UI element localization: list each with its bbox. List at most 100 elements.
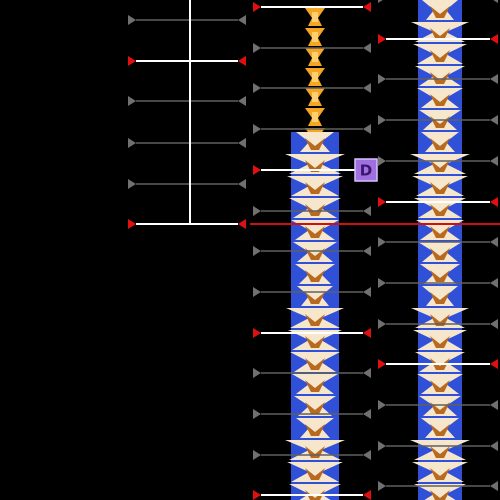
blob bbox=[290, 352, 340, 372]
blob-shade bbox=[430, 72, 450, 84]
blob bbox=[421, 132, 459, 152]
arrow-left bbox=[128, 138, 136, 148]
arrow-left bbox=[128, 179, 136, 189]
blob-shade bbox=[430, 182, 450, 194]
track-layer bbox=[128, 0, 500, 500]
blob-shade bbox=[305, 402, 325, 414]
blob-shade bbox=[430, 138, 450, 150]
blob bbox=[295, 264, 335, 284]
arrow-left bbox=[253, 368, 261, 378]
arrow-right bbox=[490, 278, 498, 288]
arrow-left bbox=[378, 0, 383, 3]
blob-shade bbox=[305, 226, 325, 238]
blob-shade bbox=[305, 380, 325, 392]
blob-shade bbox=[430, 358, 450, 370]
arrow-left bbox=[378, 319, 386, 329]
blob bbox=[410, 154, 470, 174]
blob-shade bbox=[305, 204, 325, 216]
arrow-left bbox=[253, 165, 261, 175]
blob-shade bbox=[430, 490, 450, 500]
arrow-right bbox=[363, 2, 371, 12]
arrow-left bbox=[378, 237, 386, 247]
blob-shade bbox=[305, 336, 325, 348]
blob bbox=[411, 22, 469, 42]
arrow-left bbox=[253, 409, 261, 419]
blob-shade bbox=[430, 468, 450, 480]
blob bbox=[415, 352, 465, 372]
blob-shade bbox=[430, 204, 450, 216]
blob bbox=[297, 286, 333, 306]
blob bbox=[287, 176, 343, 196]
blob bbox=[413, 44, 467, 64]
arrow-right bbox=[363, 83, 371, 93]
arrow-right bbox=[490, 237, 498, 247]
blob bbox=[417, 88, 463, 108]
arrow-left bbox=[253, 490, 261, 500]
marker-box bbox=[354, 158, 378, 182]
arrow-left bbox=[378, 156, 386, 166]
arrow-right bbox=[490, 400, 498, 410]
marker-label: D bbox=[360, 162, 372, 180]
blob bbox=[412, 176, 468, 196]
flame-core bbox=[312, 92, 318, 102]
blob-shade bbox=[305, 468, 325, 480]
arrow-left bbox=[253, 124, 261, 134]
blob-shade bbox=[305, 270, 325, 282]
arrow-right bbox=[493, 0, 498, 3]
arrow-right bbox=[238, 138, 246, 148]
blob bbox=[410, 440, 470, 460]
blob-shade bbox=[305, 490, 325, 500]
blob bbox=[289, 484, 341, 500]
arrow-right bbox=[238, 96, 246, 106]
arrow-right bbox=[490, 359, 498, 369]
arrow-right bbox=[238, 219, 246, 229]
blob bbox=[296, 132, 334, 152]
arrow-right bbox=[490, 74, 498, 84]
blob-shade bbox=[430, 292, 450, 304]
arrow-left bbox=[253, 287, 261, 297]
blob-shade bbox=[305, 182, 325, 194]
blob-shade bbox=[430, 160, 450, 172]
arrow-right bbox=[490, 34, 498, 44]
arrow-right bbox=[363, 206, 371, 216]
blob bbox=[294, 396, 336, 416]
arrow-left bbox=[378, 400, 386, 410]
blob bbox=[296, 418, 334, 438]
arrow-left bbox=[128, 219, 136, 229]
arrow-right bbox=[238, 179, 246, 189]
marker: D bbox=[354, 158, 378, 182]
blob bbox=[417, 374, 463, 394]
arrow-left bbox=[253, 2, 261, 12]
arrow-left bbox=[378, 74, 386, 84]
arrow-left bbox=[128, 96, 136, 106]
blob bbox=[293, 242, 337, 262]
blob-shade bbox=[430, 226, 450, 238]
arrow-left bbox=[378, 359, 386, 369]
blob-shade bbox=[430, 6, 450, 18]
arrow-right bbox=[363, 450, 371, 460]
arrow-right bbox=[363, 124, 371, 134]
arrow-left bbox=[378, 481, 386, 491]
blob-shade bbox=[305, 138, 325, 150]
flame-core bbox=[312, 72, 318, 82]
blob-shade bbox=[430, 336, 450, 348]
arrow-left bbox=[128, 56, 136, 66]
blob-shade bbox=[430, 248, 450, 260]
arrow-right bbox=[238, 56, 246, 66]
arrow-right bbox=[490, 319, 498, 329]
blob-shade bbox=[305, 424, 325, 436]
arrow-right bbox=[363, 43, 371, 53]
arrow-left bbox=[378, 115, 386, 125]
arrow-left bbox=[253, 450, 261, 460]
blob bbox=[288, 330, 342, 350]
blob-shade bbox=[430, 28, 450, 40]
flame-core bbox=[312, 12, 318, 22]
blob-shade bbox=[430, 50, 450, 62]
blob bbox=[422, 286, 458, 306]
blob bbox=[421, 418, 459, 438]
arrow-left bbox=[378, 441, 386, 451]
blob bbox=[420, 264, 460, 284]
blob bbox=[419, 396, 461, 416]
